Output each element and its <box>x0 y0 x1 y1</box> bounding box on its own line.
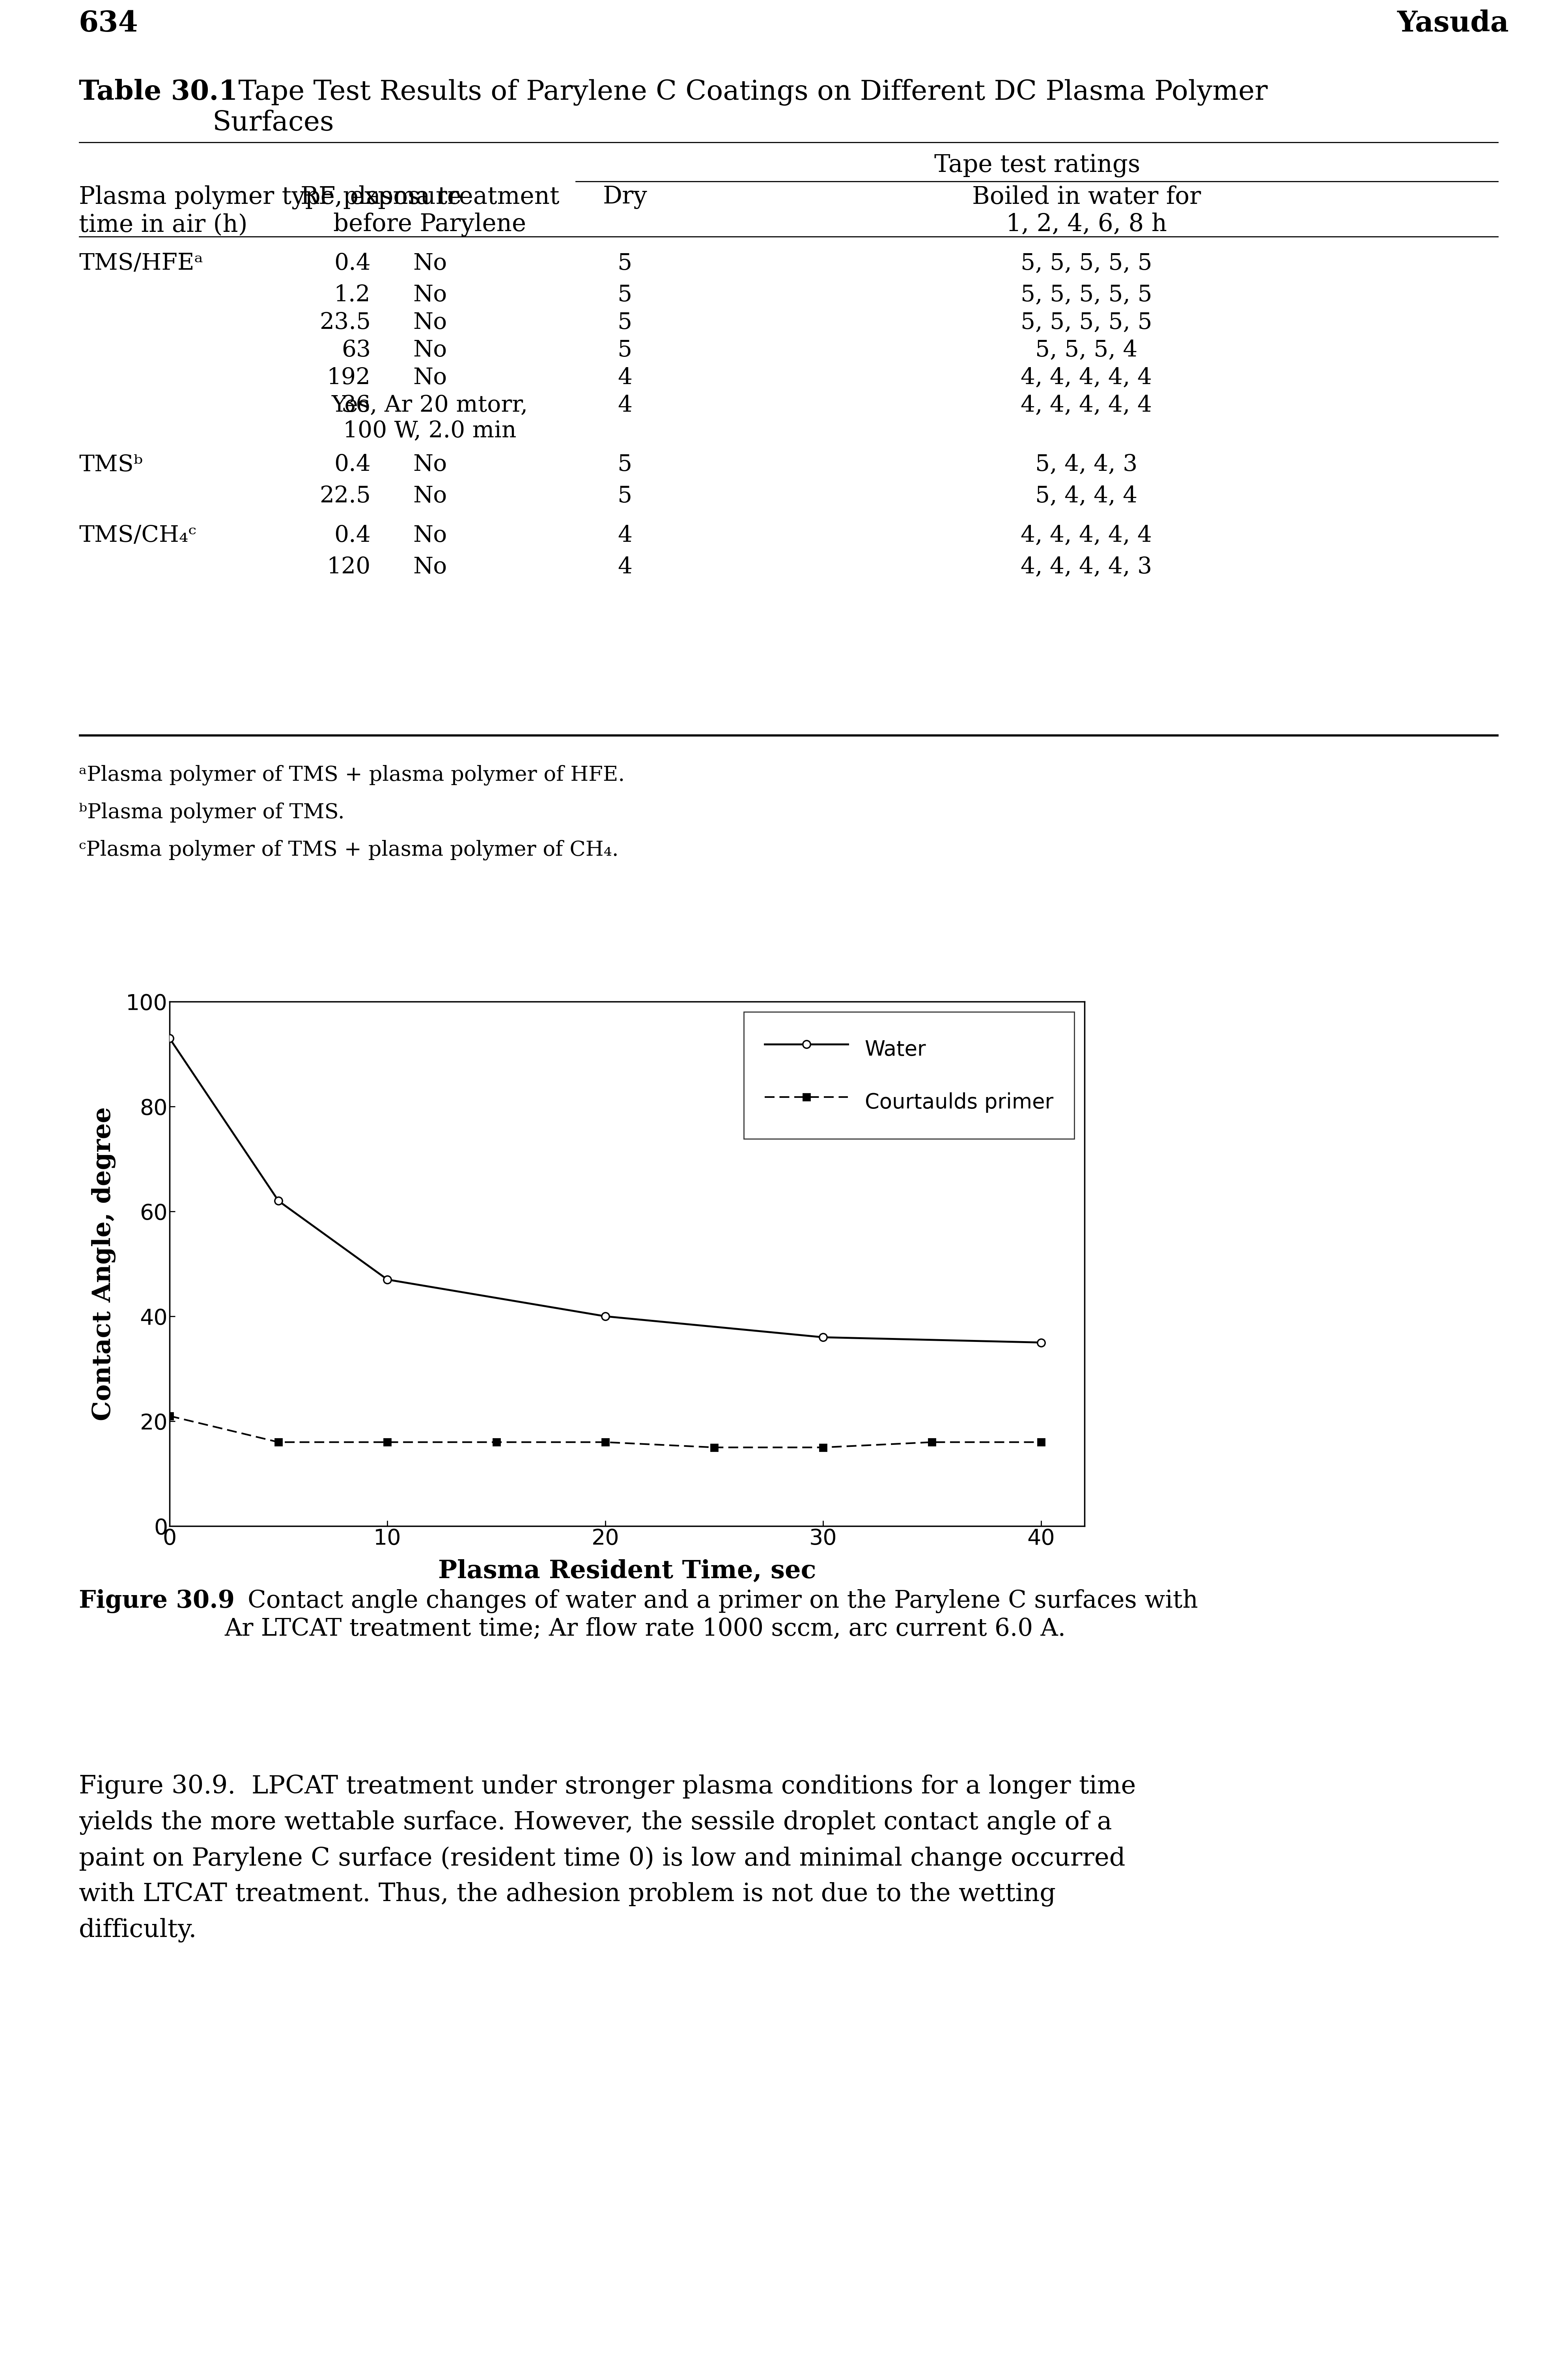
Text: ᶜPlasma polymer of TMS + plasma polymer of CH₄.: ᶜPlasma polymer of TMS + plasma polymer … <box>78 840 619 861</box>
Text: 5: 5 <box>618 253 632 274</box>
Text: 5: 5 <box>618 454 632 476</box>
Text: TMS/CH₄ᶜ: TMS/CH₄ᶜ <box>78 525 196 547</box>
Text: 5, 4, 4, 4: 5, 4, 4, 4 <box>1035 485 1137 506</box>
Text: 0.4: 0.4 <box>334 454 370 476</box>
Text: No: No <box>412 253 447 274</box>
Text: 4: 4 <box>618 395 632 416</box>
Text: Figure 30.9: Figure 30.9 <box>78 1590 235 1614</box>
Text: 5: 5 <box>618 312 632 334</box>
X-axis label: Plasma Resident Time, sec: Plasma Resident Time, sec <box>437 1559 815 1583</box>
Text: Boiled in water for
1, 2, 4, 6, 8 h: Boiled in water for 1, 2, 4, 6, 8 h <box>972 185 1201 237</box>
Text: 192: 192 <box>326 367 370 388</box>
Text: 5, 4, 4, 3: 5, 4, 4, 3 <box>1035 454 1138 476</box>
Text: No: No <box>412 338 447 362</box>
Text: Figure 30.9.  LPCAT treatment under stronger plasma conditions for a longer time: Figure 30.9. LPCAT treatment under stron… <box>78 1774 1135 1942</box>
Text: 5: 5 <box>618 338 632 362</box>
Text: 5: 5 <box>618 485 632 506</box>
Text: 120: 120 <box>326 556 370 577</box>
Text: 5, 5, 5, 5, 5: 5, 5, 5, 5, 5 <box>1021 253 1152 274</box>
Text: TMSᵇ: TMSᵇ <box>78 454 143 476</box>
Text: Table 30.1: Table 30.1 <box>78 78 238 104</box>
Text: Dry: Dry <box>602 185 648 208</box>
Text: 0.4: 0.4 <box>334 525 370 547</box>
Text: Yes, Ar 20 mtorr,
100 W, 2.0 min: Yes, Ar 20 mtorr, 100 W, 2.0 min <box>331 395 528 442</box>
Text: Plasma polymer type, exposure
time in air (h): Plasma polymer type, exposure time in ai… <box>78 185 461 237</box>
Text: 5, 5, 5, 5, 5: 5, 5, 5, 5, 5 <box>1021 312 1152 334</box>
Text: 4: 4 <box>618 367 632 388</box>
Text: 4, 4, 4, 4, 4: 4, 4, 4, 4, 4 <box>1021 395 1152 416</box>
Text: 63: 63 <box>342 338 370 362</box>
Text: No: No <box>412 284 447 305</box>
Text: Contact angle changes of water and a primer on the Parylene C surfaces with
Ar L: Contact angle changes of water and a pri… <box>224 1590 1198 1640</box>
Text: 23.5: 23.5 <box>320 312 370 334</box>
Text: ᵇPlasma polymer of TMS.: ᵇPlasma polymer of TMS. <box>78 802 345 823</box>
Text: 0.4: 0.4 <box>334 253 370 274</box>
Text: ᵃPlasma polymer of TMS + plasma polymer of HFE.: ᵃPlasma polymer of TMS + plasma polymer … <box>78 764 624 786</box>
Text: No: No <box>412 556 447 577</box>
Text: 4, 4, 4, 4, 3: 4, 4, 4, 4, 3 <box>1021 556 1152 577</box>
Text: 1.2: 1.2 <box>334 284 370 305</box>
Text: 4: 4 <box>618 525 632 547</box>
Text: 22.5: 22.5 <box>320 485 370 506</box>
Text: RF plasma treatment
before Parylene: RF plasma treatment before Parylene <box>301 185 560 237</box>
Text: No: No <box>412 485 447 506</box>
Text: Yasuda: Yasuda <box>1397 9 1508 38</box>
Text: TMS/HFEᵃ: TMS/HFEᵃ <box>78 253 204 274</box>
Text: 4: 4 <box>618 556 632 577</box>
Text: 634: 634 <box>78 9 138 38</box>
Text: No: No <box>412 454 447 476</box>
Text: 36: 36 <box>342 395 370 416</box>
Text: Tape Test Results of Parylene C Coatings on Different DC Plasma Polymer
Surfaces: Tape Test Results of Parylene C Coatings… <box>212 78 1267 135</box>
Text: No: No <box>412 312 447 334</box>
Text: 4, 4, 4, 4, 4: 4, 4, 4, 4, 4 <box>1021 525 1152 547</box>
Text: 5: 5 <box>618 284 632 305</box>
Text: No: No <box>412 525 447 547</box>
Legend: Water, Courtaulds primer: Water, Courtaulds primer <box>743 1013 1074 1138</box>
Text: 4, 4, 4, 4, 4: 4, 4, 4, 4, 4 <box>1021 367 1152 388</box>
Text: 5, 5, 5, 5, 5: 5, 5, 5, 5, 5 <box>1021 284 1152 305</box>
Y-axis label: Contact Angle, degree: Contact Angle, degree <box>91 1107 116 1422</box>
Text: 5, 5, 5, 4: 5, 5, 5, 4 <box>1035 338 1138 362</box>
Text: Tape test ratings: Tape test ratings <box>935 154 1140 177</box>
Text: No: No <box>412 367 447 388</box>
